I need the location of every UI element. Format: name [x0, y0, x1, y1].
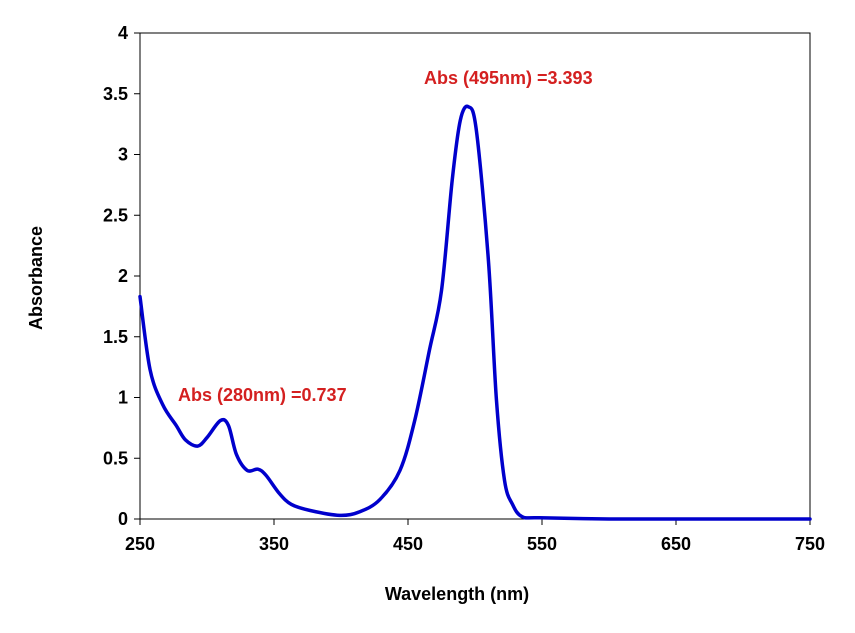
x-tick-label: 450: [393, 534, 423, 554]
y-tick-label: 3.5: [103, 84, 128, 104]
plot-area: [139, 32, 811, 520]
x-tick-label: 750: [795, 534, 825, 554]
series-line: [138, 104, 812, 521]
x-axis-label: Wavelength (nm): [385, 584, 529, 604]
y-tick-label: 4: [118, 23, 128, 43]
y-tick-label: 1.5: [103, 327, 128, 347]
y-tick-label: 1: [118, 388, 128, 408]
y-tick-label: 0.5: [103, 448, 128, 468]
y-tick-label: 2.5: [103, 205, 128, 225]
y-tick-label: 2: [118, 266, 128, 286]
x-tick-label: 350: [259, 534, 289, 554]
y-tick-label: 3: [118, 145, 128, 165]
x-tick-label: 550: [527, 534, 557, 554]
y-axis-label: Absorbance: [26, 226, 46, 330]
annotation-495nm: Abs (495nm) =3.393: [424, 68, 593, 88]
x-tick-label: 650: [661, 534, 691, 554]
annotation-280nm: Abs (280nm) =0.737: [178, 385, 347, 405]
x-tick-label: 250: [125, 534, 155, 554]
y-tick-label: 0: [118, 509, 128, 529]
